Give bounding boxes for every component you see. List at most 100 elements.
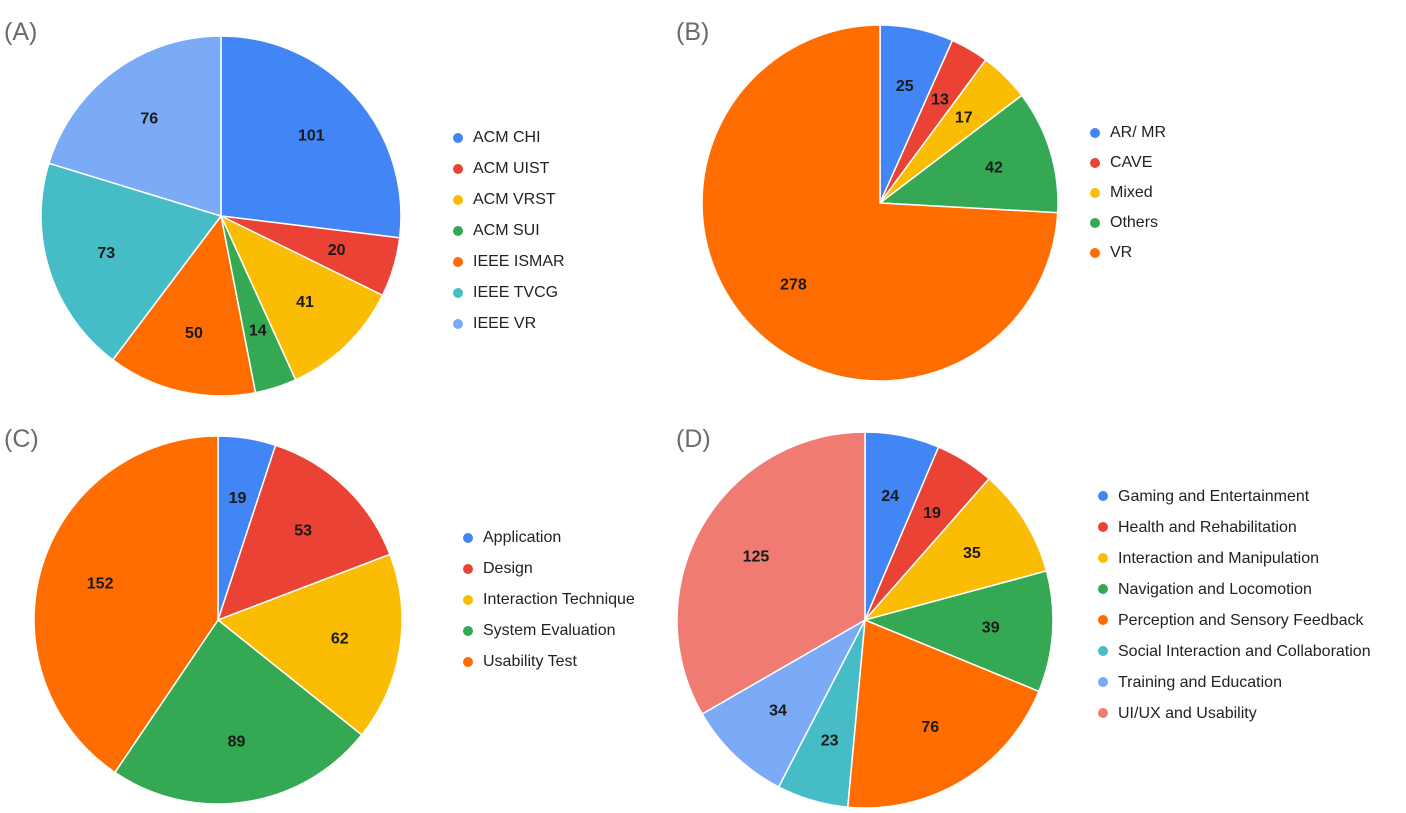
pie-slice-ieee-ismar [112, 215, 257, 397]
legend-label: Gaming and Entertainment [1118, 488, 1310, 505]
legend-swatch-vr [1090, 248, 1100, 258]
pie-slice-ui-ux-and-usability [676, 431, 866, 715]
legend-item-usability-test: Usability Test [463, 653, 635, 684]
data-label-interaction-technique: 62 [331, 631, 349, 648]
legend-swatch-ieee-vr [453, 319, 463, 329]
legend-label: Navigation and Locomotion [1118, 581, 1312, 598]
legend-a: ACM CHI ACM UIST ACM VRST ACM SUI IEEE ISMAR… [453, 129, 565, 346]
pie-slice-navigation-and-locomotion [864, 570, 1054, 693]
legend-item-navigation-and-locomotion: Navigation and Locomotion [1098, 578, 1378, 601]
legend-item-acm-uist: ACM UIST [453, 160, 565, 191]
pie-slice-training-and-education [701, 619, 866, 788]
legend-label: VR [1110, 244, 1133, 261]
pie-slice-vr [701, 24, 1059, 382]
data-label-cave: 13 [931, 91, 949, 108]
legend-swatch-interaction-technique [463, 595, 473, 605]
data-label-ui-ux-and-usability: 125 [743, 549, 770, 566]
data-label-gaming-and-entertainment: 24 [881, 488, 899, 505]
pie-chart-a: 101 20 41 14 50 73 76 [40, 35, 402, 397]
pie-chart-b: 25 13 17 42 278 [701, 24, 1059, 382]
legend-label: ACM SUI [473, 222, 540, 239]
data-label-acm-vrst: 41 [296, 294, 314, 311]
legend-label: CAVE [1110, 154, 1153, 171]
legend-swatch-design [463, 564, 473, 574]
legend-b: AR/ MR CAVE Mixed Others VR [1090, 124, 1166, 274]
legend-label: IEEE VR [473, 315, 537, 332]
legend-label: Application [483, 529, 562, 546]
legend-swatch-system-evaluation [463, 626, 473, 636]
legend-item-perception-and-sensory-feedback: Perception and Sensory Feedback [1098, 609, 1378, 632]
legend-label: Social Interaction and Collaboration [1118, 643, 1371, 660]
legend-swatch-interaction-and-manipulation [1098, 553, 1108, 563]
legend-item-health-and-rehabilitation: Health and Rehabilitation [1098, 516, 1378, 539]
data-label-social-interaction-and-collaboration: 23 [821, 732, 839, 749]
legend-d: Gaming and Entertainment Health and Rehab… [1098, 485, 1378, 733]
legend-label: Others [1110, 214, 1159, 231]
pie-slice-interaction-and-manipulation [864, 477, 1048, 621]
legend-item-ieee-ismar: IEEE ISMAR [453, 253, 565, 284]
legend-swatch-health-and-rehabilitation [1098, 522, 1108, 532]
data-label-interaction-and-manipulation: 35 [963, 545, 981, 562]
data-label-training-and-education: 34 [769, 703, 787, 720]
pie-slice-acm-chi [220, 35, 402, 239]
data-label-acm-uist: 20 [328, 242, 346, 259]
pie-slice-usability-test [33, 435, 219, 774]
panel-label-c: (C) [4, 425, 39, 453]
legend-item-design: Design [463, 560, 635, 591]
legend-item-acm-vrst: ACM VRST [453, 191, 565, 222]
legend-swatch-perception-and-sensory-feedback [1098, 615, 1108, 625]
legend-swatch-training-and-education [1098, 677, 1108, 687]
legend-c: Application Design Interaction Technique Sy… [463, 529, 635, 684]
legend-item-cave: CAVE [1090, 154, 1166, 184]
data-label-others: 42 [985, 160, 1003, 177]
legend-swatch-cave [1090, 158, 1100, 168]
pie-slice-design [217, 444, 391, 621]
legend-item-training-and-education: Training and Education [1098, 671, 1378, 694]
pie-slice-acm-vrst [220, 215, 384, 381]
data-label-ieee-vr: 76 [140, 111, 158, 128]
data-label-mixed: 17 [955, 110, 973, 127]
data-label-application: 19 [229, 490, 247, 507]
legend-swatch-social-interaction-and-collaboration [1098, 646, 1108, 656]
data-label-acm-sui: 14 [249, 322, 267, 339]
legend-item-acm-chi: ACM CHI [453, 129, 565, 160]
legend-label: System Evaluation [483, 622, 616, 639]
panel-label-a: (A) [4, 18, 38, 46]
legend-swatch-ui-ux-and-usability [1098, 708, 1108, 718]
pie-slice-ieee-vr [48, 35, 222, 217]
legend-label: IEEE TVCG [473, 284, 559, 301]
legend-item-interaction-technique: Interaction Technique [463, 591, 635, 622]
legend-swatch-application [463, 533, 473, 543]
legend-swatch-usability-test [463, 657, 473, 667]
legend-swatch-ieee-tvcg [453, 288, 463, 298]
pie-slice-ieee-tvcg [40, 162, 222, 361]
legend-label: ACM UIST [473, 160, 550, 177]
legend-item-ui-ux-and-usability: UI/UX and Usability [1098, 702, 1378, 725]
legend-swatch-navigation-and-locomotion [1098, 584, 1108, 594]
panel-label-b: (B) [676, 18, 710, 46]
legend-item-mixed: Mixed [1090, 184, 1166, 214]
legend-swatch-others [1090, 218, 1100, 228]
legend-item-ieee-vr: IEEE VR [453, 315, 565, 346]
legend-item-vr: VR [1090, 244, 1166, 274]
legend-item-social-interaction-and-collaboration: Social Interaction and Collaboration [1098, 640, 1378, 663]
legend-label: Usability Test [483, 653, 577, 670]
legend-swatch-ar-mr [1090, 128, 1100, 138]
legend-item-application: Application [463, 529, 635, 560]
legend-item-system-evaluation: System Evaluation [463, 622, 635, 653]
legend-label: UI/UX and Usability [1118, 705, 1257, 722]
data-label-perception-and-sensory-feedback: 76 [921, 719, 939, 736]
legend-swatch-mixed [1090, 188, 1100, 198]
data-label-ar-mr: 25 [896, 78, 914, 95]
legend-label: Interaction Technique [483, 591, 635, 608]
data-label-design: 53 [294, 522, 312, 539]
pie-slice-system-evaluation [114, 619, 363, 805]
data-label-usability-test: 152 [87, 575, 114, 592]
pie-slice-interaction-technique [217, 553, 403, 736]
legend-swatch-gaming-and-entertainment [1098, 491, 1108, 501]
legend-label: ACM CHI [473, 129, 541, 146]
data-label-navigation-and-locomotion: 39 [982, 619, 1000, 636]
data-label-health-and-rehabilitation: 19 [923, 505, 941, 522]
legend-item-ieee-tvcg: IEEE TVCG [453, 284, 565, 315]
